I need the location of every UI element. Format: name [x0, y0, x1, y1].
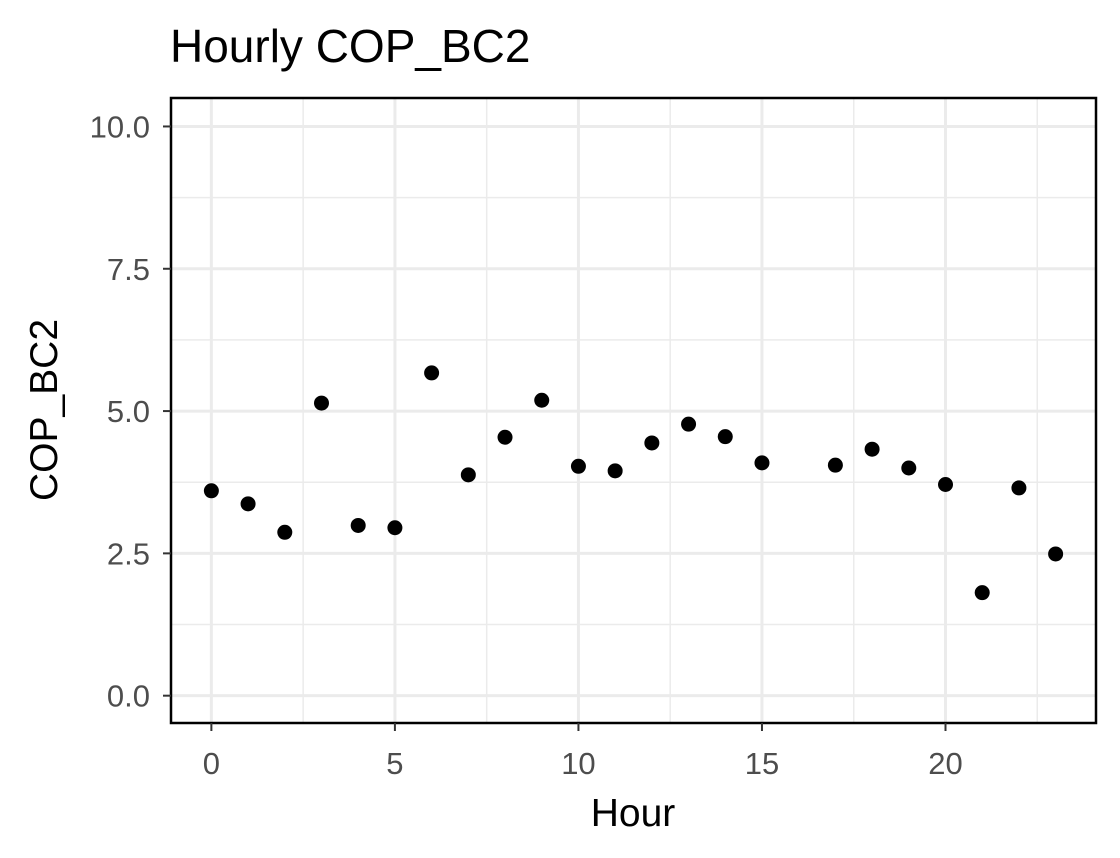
data-point: [498, 430, 513, 445]
y-axis-title: COP_BC2: [23, 319, 66, 501]
grid-lines: [171, 98, 1096, 723]
x-tick-label: 20: [928, 746, 962, 781]
x-tick-label: 0: [203, 746, 220, 781]
data-point: [681, 417, 696, 432]
x-tick-label: 10: [561, 746, 595, 781]
y-tick-label: 2.5: [107, 536, 150, 571]
y-tick-label: 0.0: [107, 679, 150, 714]
data-point: [571, 459, 586, 474]
data-point: [608, 463, 623, 478]
data-point: [938, 477, 953, 492]
data-point: [901, 460, 916, 475]
data-point: [1011, 480, 1026, 495]
data-point: [424, 365, 439, 380]
axis-ticks: 0 5 10 15 20 0.0 2.5 5.0 7.5 10.0: [90, 109, 963, 781]
data-point: [534, 393, 549, 408]
data-point: [1048, 546, 1063, 561]
data-point: [644, 435, 659, 450]
data-point: [314, 396, 329, 411]
y-tick-label: 7.5: [107, 252, 150, 287]
x-tick-label: 15: [745, 746, 779, 781]
data-point: [754, 455, 769, 470]
data-point: [461, 467, 476, 482]
data-point: [828, 458, 843, 473]
y-tick-label: 10.0: [90, 109, 150, 144]
data-point: [718, 429, 733, 444]
data-point: [975, 585, 990, 600]
x-tick-label: 5: [386, 746, 403, 781]
x-axis-title: Hour: [591, 792, 676, 835]
data-point: [241, 496, 256, 511]
y-tick-label: 5.0: [107, 394, 150, 429]
data-point: [865, 442, 880, 457]
data-point: [277, 525, 292, 540]
data-point: [387, 520, 402, 535]
data-point: [204, 483, 219, 498]
chart-title: Hourly COP_BC2: [170, 20, 530, 72]
data-point: [351, 518, 366, 533]
